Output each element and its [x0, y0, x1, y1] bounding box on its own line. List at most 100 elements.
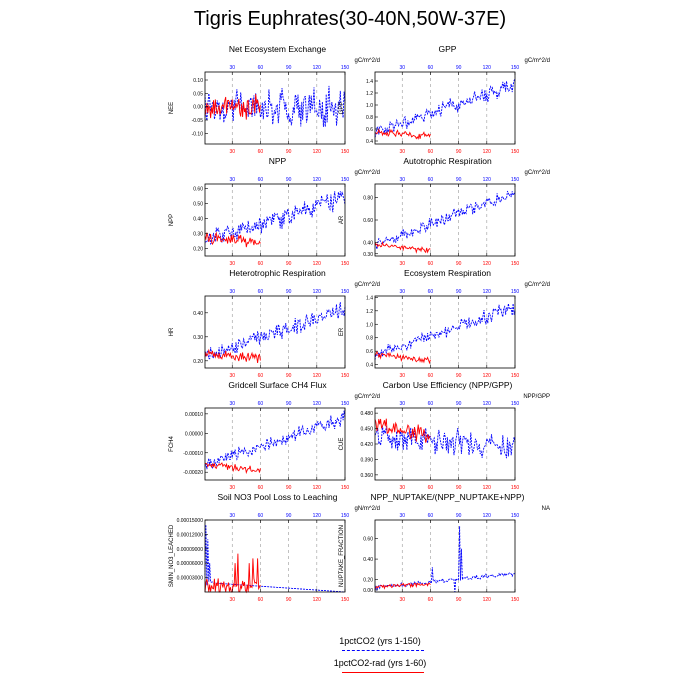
x-tick-label-bottom: 120 — [483, 149, 492, 155]
plot-svg: 30 30 60 60 90 90 120 120 150 150 1.4 1.2 1.0 0.8 0.6 0… — [339, 289, 519, 379]
x-tick-label-bottom: 120 — [483, 373, 492, 379]
y-tick-label: 0.30 — [193, 335, 203, 341]
plot-svg: 30 30 60 60 90 90 120 120 150 150 0.00010 0.00000 -0… — [169, 401, 349, 491]
plot-svg: 30 30 60 60 90 90 120 120 150 150 0.480 0.450 0.420 0… — [339, 401, 520, 491]
y-tick-label: 0.00 — [363, 588, 373, 594]
x-tick-label-top: 30 — [229, 513, 235, 519]
y-tick-label: 1.0 — [366, 103, 373, 109]
x-tick-label-bottom: 150 — [341, 149, 350, 155]
x-tick-label-top: 30 — [399, 289, 405, 295]
series-line-1pctco2 — [374, 303, 516, 360]
series-line-1pctco2-rad — [204, 553, 261, 594]
x-tick-label-bottom: 30 — [229, 597, 235, 603]
panel-title: NPP_NUPTAKE/(NPP_NUPTAKE+NPP) — [370, 492, 525, 502]
y-tick-label: 1.4 — [366, 79, 373, 85]
x-tick-label-top: 150 — [341, 289, 350, 295]
x-tick-label-top: 120 — [313, 177, 322, 183]
panel-net-ecosystem-exchange: Net Ecosystem Exchange gC/m^2/d 30 30 60 60 90… — [169, 44, 380, 177]
x-tick-label-bottom: 30 — [399, 597, 405, 603]
panel-title: GPP — [438, 44, 457, 54]
y-tick-label: 0.40 — [363, 241, 373, 247]
series-line-1pctco2-rad — [374, 418, 431, 443]
plot-svg: 30 30 60 60 90 90 120 120 150 150 0.00015000 0.0001… — [169, 513, 350, 603]
x-tick-label-bottom: 150 — [341, 485, 350, 491]
x-tick-label-top: 60 — [428, 65, 434, 71]
plot-svg: 30 30 60 60 90 90 120 120 150 150 1.4 1.2 1.0 0.8 0.6 0… — [339, 65, 519, 155]
x-tick-label-bottom: 60 — [428, 597, 434, 603]
x-tick-label-bottom: 90 — [456, 261, 462, 267]
main-title: Tigris Euphrates(30-40N,50W-37E) — [193, 8, 507, 30]
y-axis-label: HR — [169, 327, 175, 336]
panel-gpp: GPP gC/m^2/d 30 30 60 60 90 90 120 120 150 150 1.4 1.… — [339, 44, 550, 177]
x-tick-label-bottom: 30 — [399, 261, 405, 267]
x-tick-label-top: 30 — [399, 401, 405, 407]
y-tick-label: 0.60 — [363, 537, 373, 543]
legend: 1pctCO2 (yrs 1-150) 1pctCO2-rad (yrs 1-6… — [300, 636, 460, 680]
x-tick-label-top: 150 — [341, 401, 350, 407]
series-line-1pctco2-rad — [374, 582, 431, 590]
x-tick-label-bottom: 120 — [313, 261, 322, 267]
y-axis-label: NUPTAKE_FRACTION — [339, 525, 345, 587]
plot-area: 30 30 60 60 90 90 120 120 150 150 0.10 0.05 0.00 -0.0… — [169, 65, 349, 155]
x-tick-label-top: 150 — [341, 513, 350, 519]
x-tick-label-top: 30 — [399, 65, 405, 71]
x-tick-label-bottom: 30 — [229, 373, 235, 379]
y-axis-label: GPP — [339, 102, 345, 115]
x-tick-label-bottom: 150 — [341, 373, 350, 379]
y-tick-label: -0.05 — [192, 118, 204, 124]
plot-frame — [204, 71, 346, 145]
x-tick-label-top: 90 — [456, 513, 462, 519]
x-tick-label-top: 30 — [229, 401, 235, 407]
x-tick-label-bottom: 120 — [313, 485, 322, 491]
x-tick-label-top: 150 — [511, 401, 520, 407]
y-tick-label: 0.40 — [193, 311, 203, 317]
x-tick-label-top: 30 — [399, 513, 405, 519]
plot-area: 30 30 60 60 90 90 120 120 150 150 1.4 1.2 1.0 0.8 0.6 0… — [339, 65, 519, 155]
x-tick-label-top: 120 — [483, 513, 492, 519]
legend-line-1pctco2-rad — [342, 672, 424, 673]
x-tick-label-top: 30 — [229, 65, 235, 71]
panel-npp-nuptake-npp-nuptake-npp: NPP_NUPTAKE/(NPP_NUPTAKE+NPP) NA 30 30 60 60 9… — [339, 492, 550, 625]
panel-title: Carbon Use Efficiency (NPP/GPP) — [382, 380, 513, 390]
x-tick-label-bottom: 150 — [511, 149, 520, 155]
series-line-1pctco2-rad — [374, 350, 431, 365]
x-tick-label-bottom: 60 — [428, 149, 434, 155]
panel-title: Soil NO3 Pool Loss to Leaching — [217, 492, 338, 502]
series-line-1pctco2 — [204, 524, 346, 593]
y-axis-label: FCH4 — [169, 436, 175, 452]
panel-unit: gC/m^2/d — [354, 282, 381, 288]
x-tick-label-top: 60 — [258, 177, 264, 183]
y-tick-label: 0.00010 — [185, 412, 203, 418]
y-tick-label: 0.00003000 — [177, 576, 204, 582]
legend-line-1pctco2 — [342, 650, 424, 651]
x-tick-label-top: 60 — [258, 401, 264, 407]
y-tick-label: 1.2 — [366, 91, 373, 97]
x-tick-label-top: 60 — [428, 401, 434, 407]
y-tick-label: 0.20 — [193, 359, 203, 365]
x-tick-label-bottom: 60 — [258, 597, 264, 603]
panel-unit: gC/m^2/d — [524, 170, 551, 176]
panel-unit: NPP/GPP — [523, 394, 550, 400]
y-tick-label: 0.00 — [193, 105, 203, 111]
x-tick-label-bottom: 30 — [229, 149, 235, 155]
legend-label-1pctco2: 1pctCO2 (yrs 1-150) — [339, 636, 421, 646]
y-axis-label: SMIN_NO3_LEACHED — [169, 524, 175, 587]
x-tick-label-bottom: 150 — [341, 597, 350, 603]
x-tick-label-bottom: 30 — [399, 373, 405, 379]
x-tick-label-top: 90 — [286, 177, 292, 183]
x-tick-label-top: 120 — [313, 513, 322, 519]
x-tick-label-bottom: 90 — [456, 373, 462, 379]
plot-area: 30 30 60 60 90 90 120 120 150 150 0.40 0.30 0.20 HR — [169, 289, 349, 379]
x-tick-label-top: 120 — [483, 289, 492, 295]
x-tick-label-bottom: 120 — [313, 373, 322, 379]
x-tick-label-bottom: 60 — [258, 261, 264, 267]
x-tick-label-bottom: 150 — [511, 597, 520, 603]
plot-area: 30 30 60 60 90 90 120 120 150 150 0.00010 0.00000 -0… — [169, 401, 349, 491]
x-tick-label-top: 120 — [483, 65, 492, 71]
panel-unit: gC/m^2/d — [354, 394, 381, 400]
y-tick-label: 0.60 — [363, 218, 373, 224]
x-tick-label-bottom: 30 — [229, 261, 235, 267]
series-line-1pctco2 — [374, 425, 516, 459]
plot-frame — [374, 183, 516, 257]
plot-frame — [204, 295, 346, 369]
